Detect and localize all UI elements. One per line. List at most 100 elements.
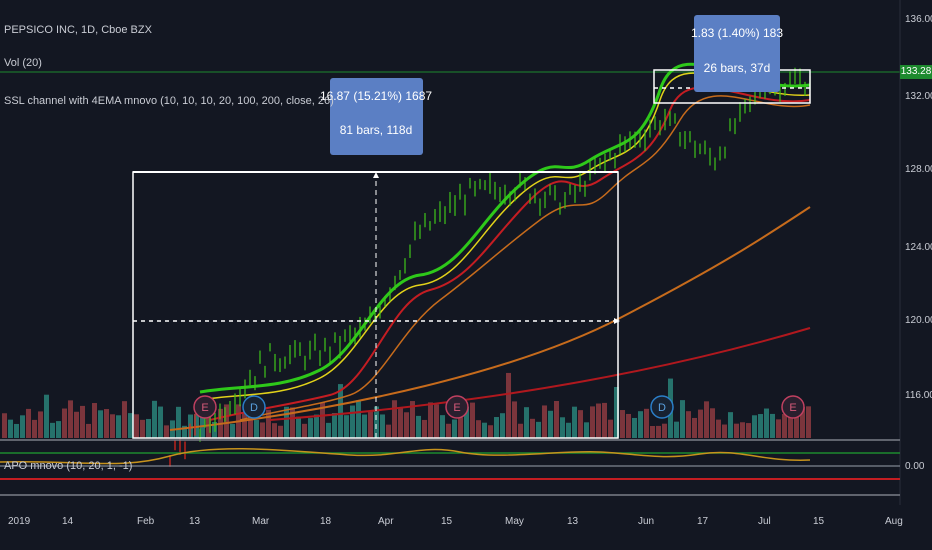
volume-bar xyxy=(494,417,499,438)
price-tick: 136.00 xyxy=(905,14,932,25)
volume-bar xyxy=(86,423,91,438)
volume-bar xyxy=(422,419,427,438)
volume-bar xyxy=(344,415,349,438)
volume-bar xyxy=(20,415,25,438)
volume-bar xyxy=(356,400,361,438)
time-axis[interactable]: 2019 14 Feb 13 Mar 18 Apr 15 May 13 Jun … xyxy=(8,516,903,527)
volume-bar xyxy=(404,412,409,438)
volume-bar xyxy=(332,413,337,438)
volume-bar xyxy=(92,403,97,438)
volume-bar xyxy=(620,410,625,438)
volume-bar xyxy=(2,413,7,438)
dividend-marker[interactable]: D xyxy=(242,395,266,419)
volume-bar xyxy=(800,407,805,438)
volume-bar xyxy=(290,407,295,438)
volume-bar xyxy=(644,408,649,438)
volume-bar xyxy=(806,406,811,438)
volume-bar xyxy=(446,423,451,438)
volume-bar xyxy=(602,402,607,438)
price-tick: 132.00 xyxy=(905,91,932,102)
volume-bar xyxy=(8,419,13,438)
volume-bar xyxy=(140,419,145,438)
volume-bar xyxy=(224,404,229,438)
volume-bar xyxy=(254,420,259,438)
time-tick: Feb xyxy=(137,516,155,527)
volume-bar xyxy=(410,401,415,438)
volume-bar xyxy=(608,419,613,438)
volume-bar xyxy=(542,405,547,438)
volume-bar xyxy=(128,413,133,438)
volume-bar xyxy=(566,422,571,438)
volume-bar xyxy=(134,414,139,438)
event-markers[interactable]: E D E D E xyxy=(193,395,805,419)
oscillator-legend[interactable]: APO mnovo (10, 20, 1, -1) xyxy=(4,460,133,472)
measure-label2-line1: 1.83 (1.40%) 183 xyxy=(691,26,783,40)
volume-bar xyxy=(770,413,775,438)
volume-bar xyxy=(296,416,301,438)
volume-bar xyxy=(176,406,181,438)
volume-bar xyxy=(590,406,595,438)
volume-bar xyxy=(266,409,271,438)
volume-bar xyxy=(338,384,343,438)
volume-bar xyxy=(728,412,733,438)
price-axis[interactable]: 136.00 132.00 128.00 124.00 120.00 116.0… xyxy=(905,14,932,472)
measure-arrow-up-icon xyxy=(373,172,379,178)
volume-bar xyxy=(56,421,61,438)
earnings-marker[interactable]: E xyxy=(193,395,217,419)
volume-bar xyxy=(632,417,637,438)
volume-bar xyxy=(392,400,397,438)
volume-bar xyxy=(614,386,619,438)
earnings-marker[interactable]: E xyxy=(445,395,469,419)
symbol-title[interactable]: PEPSICO INC, 1D, Cboe BZX xyxy=(4,24,152,36)
measure-label-1: 16.87 (15.21%) 1687 81 bars, 118d xyxy=(320,78,432,155)
volume-bar xyxy=(752,415,757,438)
volume-bar xyxy=(764,408,769,438)
volume-bar xyxy=(710,408,715,438)
volume-bar xyxy=(680,400,685,438)
price-tick: 120.00 xyxy=(905,315,932,326)
ema-100-line xyxy=(169,206,811,431)
price-tick: 116.00 xyxy=(905,390,932,401)
volume-bar xyxy=(734,423,739,438)
volume-bar xyxy=(560,417,565,438)
volume-bar xyxy=(260,422,265,438)
volume-bar xyxy=(368,411,373,438)
volume-bar xyxy=(182,425,187,438)
volume-bar xyxy=(722,424,727,438)
volume-bar xyxy=(440,415,445,438)
measure-tool-1[interactable] xyxy=(132,171,620,439)
volume-bar xyxy=(242,413,247,438)
volume-bar xyxy=(674,421,679,438)
volume-bar xyxy=(536,421,541,438)
volume-bar xyxy=(758,414,763,438)
volume-bar xyxy=(158,406,163,438)
volume-bar xyxy=(794,405,799,438)
volume-bar xyxy=(32,419,37,438)
volume-bar xyxy=(788,413,793,438)
volume-bar xyxy=(662,423,667,438)
volume-bar xyxy=(326,422,331,438)
volume-bar xyxy=(26,408,31,438)
osc-tick: 0.00 xyxy=(905,461,925,472)
time-tick: 18 xyxy=(320,516,332,527)
volume-bar xyxy=(776,419,781,438)
volume-bar xyxy=(578,410,583,438)
volume-bar xyxy=(548,410,553,438)
volume-bar xyxy=(746,423,751,438)
volume-legend[interactable]: Vol (20) xyxy=(4,57,42,69)
volume-bar xyxy=(434,404,439,438)
measure-label-line2: 81 bars, 118d xyxy=(340,123,413,137)
svg-text:D: D xyxy=(250,402,258,414)
earnings-marker[interactable]: E xyxy=(781,395,805,419)
volume-bar xyxy=(74,411,79,438)
indicator-legend[interactable]: SSL channel with 4EMA mnovo (10, 10, 10,… xyxy=(4,95,334,107)
volume-bar xyxy=(650,425,655,438)
volume-bar xyxy=(428,402,433,438)
volume-bar xyxy=(518,423,523,438)
dividend-marker[interactable]: D xyxy=(650,395,674,419)
volume-bar xyxy=(464,406,469,438)
volume-bar xyxy=(380,414,385,438)
volume-bar xyxy=(308,418,313,438)
time-tick: 15 xyxy=(441,516,453,527)
